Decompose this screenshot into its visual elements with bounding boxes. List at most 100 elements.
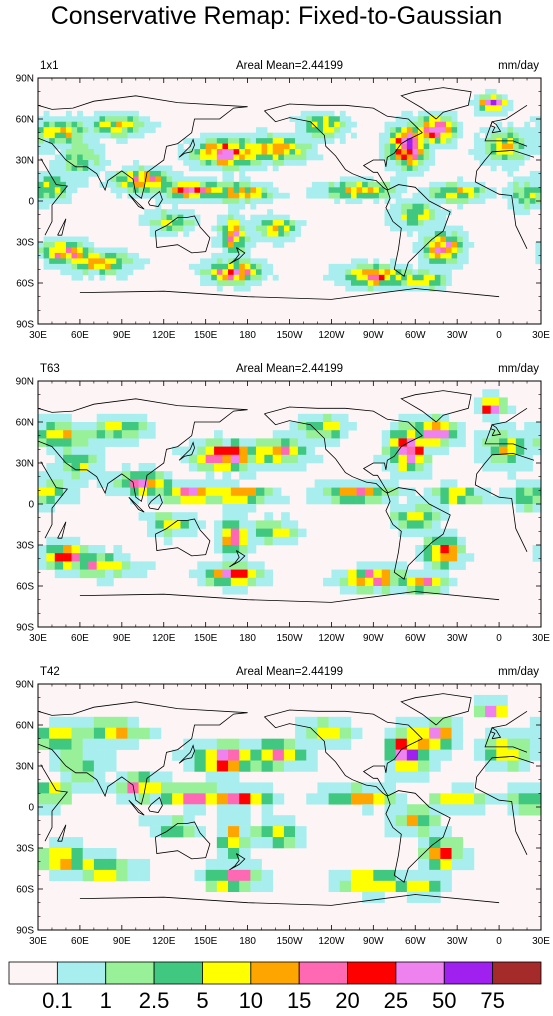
x-tick-label: 60W (405, 633, 426, 644)
y-tick-label: 90N (16, 377, 34, 388)
x-tick-label: 60W (405, 330, 426, 341)
x-tick-label: 120E (152, 330, 176, 341)
x-tick-label: 120E (152, 633, 176, 644)
x-tick-label: 150W (276, 936, 303, 947)
x-tick-label: 0 (496, 633, 502, 644)
colorbar-swatch (202, 961, 252, 985)
areal-mean-label: Areal Mean=2.44199 (236, 363, 343, 375)
x-tick-label: 30E (29, 330, 47, 341)
colorbar-label: 25 (384, 988, 408, 1013)
precip-field (38, 88, 541, 292)
x-tick-label: 90W (363, 936, 384, 947)
y-tick-label: 30N (16, 459, 34, 470)
y-tick-label: 90N (16, 680, 34, 691)
coastline (79, 591, 500, 603)
x-tick-label: 90W (363, 330, 384, 341)
colorbar-swatch (8, 961, 58, 985)
coastline (155, 518, 211, 557)
precip-field (38, 389, 541, 595)
coastline (178, 744, 195, 764)
x-tick-label: 30W (447, 936, 468, 947)
x-tick-label: 150W (276, 633, 303, 644)
panels-layer: 30E 60E 90E 120E 150E 180 150W 120W 90W 60W 30W 0 30… (16, 60, 551, 947)
coastline (490, 727, 502, 740)
coastline (148, 796, 163, 813)
x-tick-label: 90W (363, 633, 384, 644)
colorbar: 0.1 1 2.5 5 10 15 20 25 50 75 (8, 961, 542, 1013)
colorbar-label: 5 (196, 988, 208, 1013)
y-tick-label: 30N (16, 156, 34, 167)
coastline (385, 487, 451, 580)
coastline (38, 95, 528, 199)
x-tick-label: 60E (71, 330, 89, 341)
x-tick-label: 120W (318, 330, 345, 341)
panel-t63: 30E 60E 90E 120E 150E 180 150W 120W 90W 60W 30W 0 30… (16, 363, 551, 644)
areal-mean-label: Areal Mean=2.44199 (236, 60, 343, 72)
coastline (400, 693, 472, 726)
y-tick-label: 30S (16, 844, 34, 855)
y-tick-label: 30S (16, 238, 34, 249)
coastline (128, 193, 145, 210)
panel-t42: 30E 60E 90E 120E 150E 180 150W 120W 90W 60W 30W 0 30… (16, 666, 551, 947)
y-tick-label: 90N (16, 74, 34, 85)
coastline (490, 424, 502, 437)
coastline (57, 521, 67, 539)
y-tick-label: 30S (16, 541, 34, 552)
y-tick-label: 60N (16, 721, 34, 732)
coastline (38, 701, 528, 805)
x-tick-label: 150E (194, 936, 218, 947)
coastline (400, 87, 472, 120)
x-tick-label: 60E (71, 633, 89, 644)
y-tick-label: 90S (16, 926, 34, 937)
coastline (128, 496, 145, 513)
x-tick-label: 30E (532, 936, 550, 947)
areal-mean-label: Areal Mean=2.44199 (236, 666, 343, 678)
colorbar-swatch (347, 961, 397, 985)
x-tick-label: 180 (239, 330, 256, 341)
x-tick-label: 60E (71, 936, 89, 947)
units-label: mm/day (498, 666, 539, 678)
coastline (229, 247, 246, 265)
coastlines (38, 87, 535, 300)
colorbar-swatch (395, 961, 445, 985)
x-tick-label: 120W (318, 936, 345, 947)
x-tick-label: 120E (152, 936, 176, 947)
x-tick-label: 30E (29, 633, 47, 644)
colorbar-label: 75 (480, 988, 504, 1013)
coastline (264, 709, 423, 797)
coastline (229, 853, 246, 871)
y-tick-label: 60S (16, 885, 34, 896)
x-tick-label: 30W (447, 633, 468, 644)
coastline (38, 398, 528, 502)
x-tick-label: 150E (194, 330, 218, 341)
colorbar-label: 15 (287, 988, 311, 1013)
x-tick-label: 60W (405, 936, 426, 947)
colorbar-label: 1 (100, 988, 112, 1013)
y-tick-label: 60N (16, 115, 34, 126)
x-tick-label: 180 (239, 936, 256, 947)
colorbar-swatch (250, 961, 300, 985)
coastline (40, 452, 535, 552)
colorbar-swatch (56, 961, 107, 985)
x-tick-label: 0 (496, 936, 502, 947)
x-tick-label: 0 (496, 330, 502, 341)
coastline (400, 390, 472, 423)
y-tick-label: 0 (28, 500, 34, 511)
y-tick-label: 90S (16, 320, 34, 331)
x-tick-label: 90E (113, 633, 131, 644)
coastline (155, 215, 211, 254)
coastline (40, 149, 535, 249)
y-tick-label: 0 (28, 197, 34, 208)
coastline (128, 799, 145, 816)
y-tick-label: 90S (16, 623, 34, 634)
panel-name: 1x1 (40, 60, 59, 72)
y-tick-label: 60S (16, 279, 34, 290)
panel-1x1: 30E 60E 90E 120E 150E 180 150W 120W 90W 60W 30W 0 30… (16, 60, 551, 341)
colorbar-swatch (298, 961, 348, 985)
x-tick-label: 30E (532, 330, 550, 341)
coastline (57, 824, 67, 842)
coastline (57, 218, 67, 236)
colorbar-swatch (443, 961, 494, 985)
coastline (385, 790, 451, 883)
coastline (148, 493, 163, 510)
